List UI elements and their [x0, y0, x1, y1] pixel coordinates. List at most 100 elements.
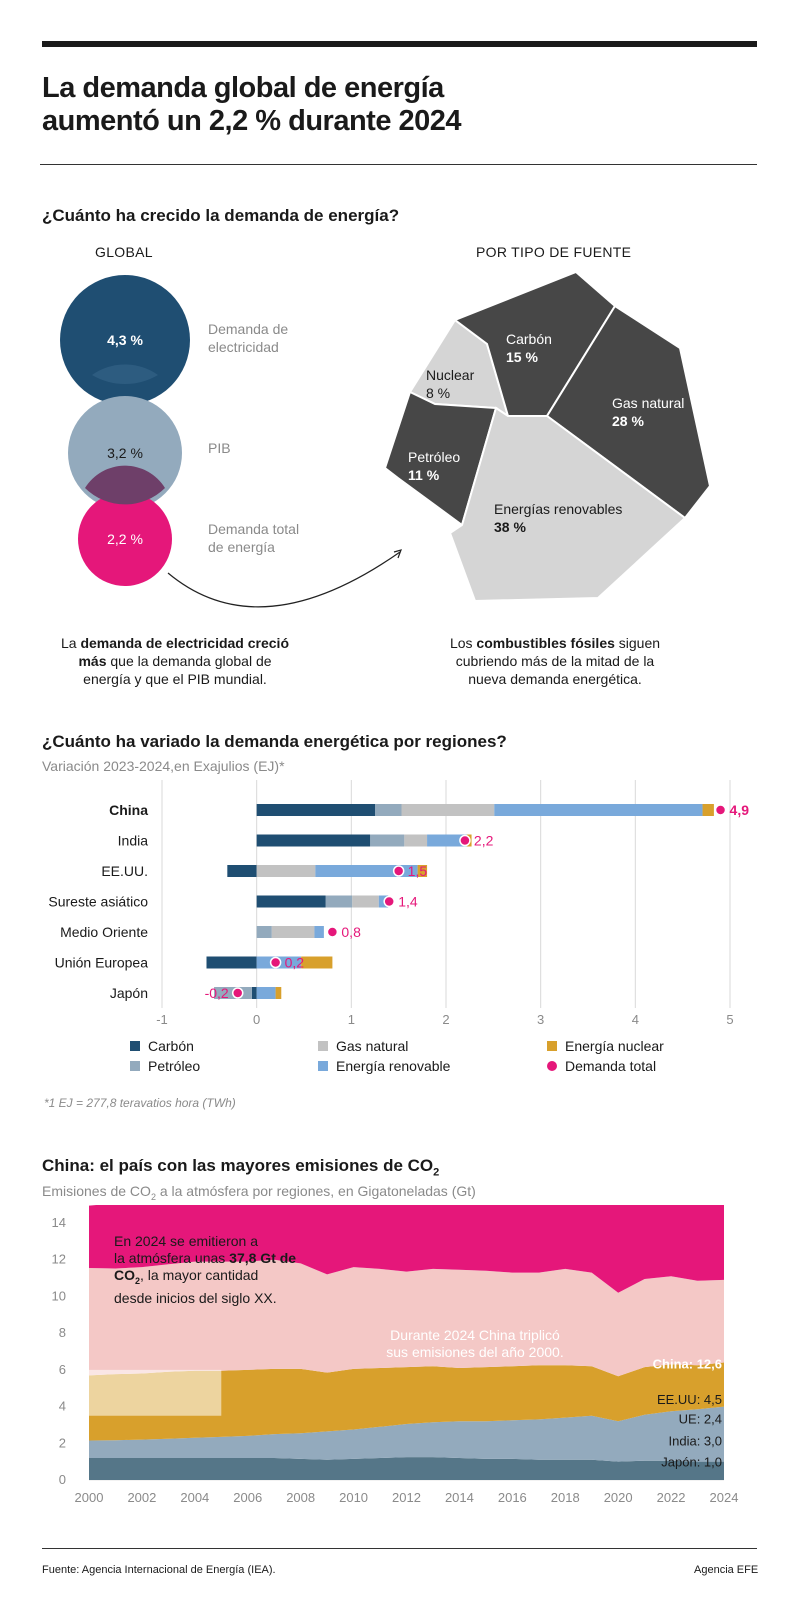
area-series-china [89, 1205, 724, 1293]
circle-electricity-value: 4,3 % [107, 332, 143, 348]
footer-rule [42, 1548, 757, 1549]
nuclear-name: Nuclear [426, 367, 475, 383]
area-title-sub: 2 [433, 1166, 440, 1179]
bar-segment [256, 804, 375, 816]
area-annotation-2: Durante 2024 China triplicó sus emisione… [380, 1327, 570, 1361]
area-x-tick: 2020 [604, 1490, 633, 1505]
poly-label-renewables: Energías renovables 38 % [494, 500, 622, 536]
title-line-1: La demanda global de energía [42, 72, 444, 104]
legend-gas-swatch [318, 1041, 328, 1051]
area-chart-title: China: el país con las mayores emisiones… [42, 1156, 439, 1178]
oil-name: Petróleo [408, 449, 461, 465]
lc-post1: que la demanda global de [106, 653, 272, 669]
bar-segment [256, 865, 316, 877]
total-demand-dot [459, 834, 471, 847]
bar-segment [227, 865, 257, 877]
rc-post1: siguen [614, 635, 661, 651]
area-y-tick: 10 [52, 1288, 66, 1303]
bar-segment [401, 804, 495, 816]
circle-overlaps [85, 364, 402, 608]
area-x-tick: 2024 [710, 1490, 739, 1505]
legend-renewable-label: Energía renovable [336, 1058, 451, 1074]
bar-category-label: Sureste asiático [48, 894, 148, 910]
gas-name: Gas natural [612, 395, 685, 411]
rc-bold: combustibles fósiles [476, 635, 615, 651]
bar-segment [251, 987, 257, 999]
rc-pre: Los [449, 635, 477, 651]
legend-nuclear-label: Energía nuclear [565, 1038, 664, 1054]
total-demand-label: 0,2 [285, 955, 305, 971]
legend-carbon-label: Carbón [148, 1038, 194, 1054]
page-title: La demanda global de energía aumentó un … [42, 72, 742, 138]
ann2-l1: Durante 2024 China triplicó [390, 1327, 560, 1343]
title-rule [40, 164, 757, 165]
carbon-name: Carbón [506, 331, 552, 347]
area-x-tick: 2008 [286, 1490, 315, 1505]
area-y-tick: 14 [52, 1215, 66, 1230]
global-label: GLOBAL [95, 244, 153, 260]
area-series-label: India: 3,0 [669, 1434, 723, 1449]
poly-label-gas: Gas natural 28 % [612, 394, 684, 430]
title-line-2: aumentó un 2,2 % durante 2024 [42, 105, 462, 137]
legend-renewable-swatch [318, 1061, 328, 1071]
label-electricity-l1: Demanda de [208, 321, 289, 337]
bar-segment [494, 804, 703, 816]
total-demand-label: 0,8 [341, 924, 361, 940]
bar-segment [404, 834, 428, 847]
left-caption: La demanda de electricidad creció más qu… [40, 634, 310, 688]
area-series-japn [89, 1457, 724, 1480]
gas-value: 28 % [612, 413, 644, 429]
bar-segment [315, 865, 418, 877]
poly-gas [545, 304, 712, 520]
legend-gas: Gas natural [318, 1038, 408, 1054]
bar-segment [301, 956, 333, 969]
area-chart: 0 2 4 6 8 10 12 14 2000 2002 2004 2006 2008 2010 2012 2… [52, 1205, 739, 1505]
poly-label-carbon: Carbón 15 % [506, 330, 552, 366]
right-caption: Los combustibles fósiles siguen cubriend… [420, 634, 690, 688]
bar-chart: -1 0 1 2 3 4 5 China 4,9 India 2,2 EE.UU. 1,5 Sureste… [48, 780, 749, 1027]
area-x-tick: 2012 [392, 1490, 421, 1505]
legend-carbon-swatch [130, 1041, 140, 1051]
circle-gdp-value: 3,2 % [107, 445, 143, 461]
bar-segment [314, 926, 324, 938]
total-demand-label: 1,4 [398, 894, 418, 910]
nuclear-value: 8 % [426, 385, 451, 401]
area-x-tick: 2014 [445, 1490, 474, 1505]
label-total-demand-l1: Demanda total [208, 521, 300, 537]
area-y-tick: 8 [59, 1325, 66, 1340]
legend-total-swatch [547, 1061, 557, 1071]
area-annotation-1: En 2024 se emitieron a la atmósfera unas… [114, 1233, 296, 1307]
ann1-end: desde inicios del siglo XX. [114, 1289, 277, 1306]
legend-oil-swatch [130, 1061, 140, 1071]
area-series-label: EE.UU: 4,5 [657, 1392, 722, 1407]
bar-segment [417, 865, 428, 877]
bar-x-tick: -1 [156, 1012, 168, 1027]
area-chart-subtitle: Emisiones de CO2 a la atmósfera por regi… [42, 1183, 476, 1202]
bar-category-label: China [109, 802, 148, 818]
poly-renewables [448, 406, 687, 603]
area-sub-sub: 2 [150, 1191, 156, 1202]
ann1-bold2: CO [114, 1267, 135, 1283]
area-series-eeuu [89, 1259, 724, 1377]
total-demand-label: 1,5 [408, 863, 428, 879]
area-series-ue [89, 1362, 724, 1441]
area-x-tick: 2002 [127, 1490, 156, 1505]
bar-segment [256, 926, 272, 938]
area-y-tick: 12 [52, 1252, 66, 1267]
area-series-india [89, 1406, 724, 1462]
ann1-bold2-sub: 2 [135, 1275, 141, 1286]
area-x-tick: 2018 [551, 1490, 580, 1505]
area-series-label: UE: 2,4 [679, 1412, 722, 1427]
area-x-tick: 2016 [498, 1490, 527, 1505]
bar-x-tick: 3 [537, 1012, 544, 1027]
rc-post2: cubriendo más de la mitad de la [455, 653, 655, 669]
label-total-demand-l2: de energía [208, 539, 275, 555]
ann1-bold: 37,8 Gt de [229, 1250, 297, 1266]
poly-label-oil: Petróleo 11 % [408, 448, 460, 484]
total-demand-dot [383, 895, 395, 908]
area-x-tick: 2000 [75, 1490, 104, 1505]
bar-x-tick: 4 [632, 1012, 639, 1027]
bar-segment [352, 895, 379, 908]
legend-gas-label: Gas natural [336, 1038, 409, 1054]
ann1-mid: la atmósfera unas [114, 1250, 230, 1266]
